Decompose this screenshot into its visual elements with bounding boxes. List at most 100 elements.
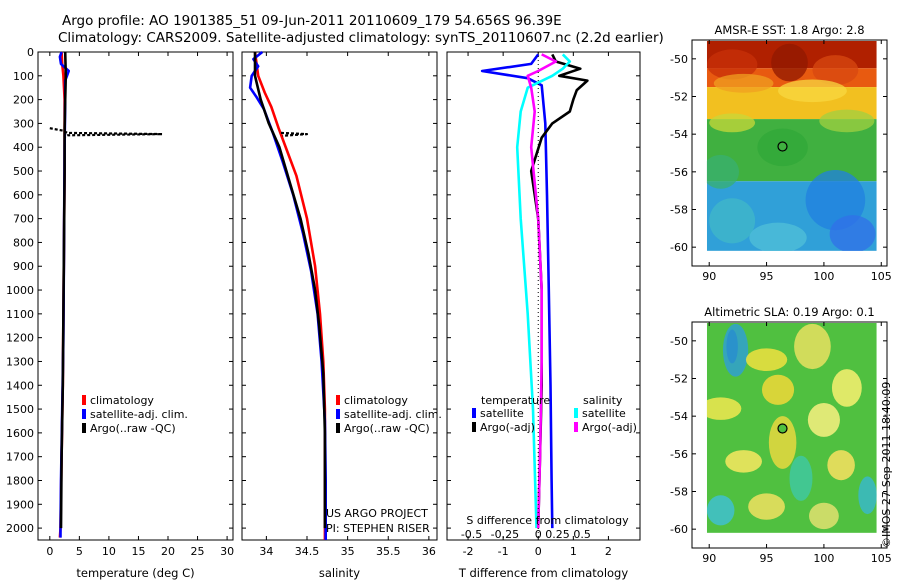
y-tick-label: -58 [670,204,688,217]
sla-texture [745,348,788,371]
y-tick-label: 500 [13,165,34,178]
sla-texture [722,323,749,377]
difference-plot-frame [446,51,641,541]
sla-texture [748,493,785,520]
y-tick-label: 900 [13,260,34,273]
sst-texture [778,79,847,103]
legend-swatch [574,422,578,432]
sla-texture [706,495,735,526]
x-tick-label: 90 [702,270,716,283]
legend-label: satellite-adj. clim. [344,408,442,421]
y-tick-label: 1700 [6,451,34,464]
legend-swatch [82,409,86,419]
x-tick-label: 36 [422,545,436,558]
s-tick-label: -0.25 [491,528,519,541]
timestamp-stamp: ©IMOS 27-Sep-2011 18:40:09 [880,382,893,548]
series-line-s-argo-adj- [526,53,558,529]
y-tick-label: 700 [13,213,34,226]
argo-position-marker [777,141,788,152]
legend-swatch [82,395,86,405]
y-tick-label: 0 [27,46,34,59]
legend-label: Argo(-adj) [480,421,535,434]
y-tick-label: -56 [670,166,688,179]
difference-x-axis-label: T difference from climatology [458,566,629,580]
series-line-t-satellite [480,53,554,529]
y-tick-label: 1100 [6,308,34,321]
sst-map-title: AMSR-E SST: 1.8 Argo: 2.8 [714,23,864,37]
series-line-argo-raw-qc- [59,51,68,529]
s-tick-label: -0.5 [461,528,482,541]
y-tick-label: 100 [13,70,34,83]
y-tick-label: -54 [670,128,688,141]
x-tick-label: 10 [102,545,116,558]
sla-texture [809,502,839,530]
x-tick-label: 15 [131,545,145,558]
salinity-panel: 34 34.5 35 35.5 36 salinity climatologysatelli… [241,50,442,580]
series-line-argo-raw-qc- [253,52,327,529]
sst-texture [709,113,756,133]
x-tick-label: 90 [702,552,716,565]
x-tick-label: 100 [813,270,834,283]
y-tick-label: 1000 [6,284,34,297]
y-tick-label: -54 [670,410,688,423]
y-tick-label: 1500 [6,403,34,416]
sst-texture [749,222,807,251]
y-tick-label: -56 [670,448,688,461]
s-difference-axis-label: S difference from climatology [466,514,629,527]
y-tick-label: 1400 [6,379,34,392]
sst-texture [709,198,756,244]
x-tick-label: 95 [760,270,774,283]
sla-texture [725,450,762,473]
sla-texture [794,323,831,370]
sst-texture [805,169,866,231]
sla-texture [761,374,795,405]
legend-label: climatology [344,394,408,407]
x-tick-label: 25 [191,545,205,558]
legend-label: Argo(..raw -QC) [90,422,176,435]
difference-panel: -2 -1 0 1 2 T difference from climatology -0.5… [446,51,641,580]
sst-texture [706,154,740,189]
x-tick-label: 34 [259,545,273,558]
x-tick-label: 20 [161,545,175,558]
y-tick-label: 1300 [6,355,34,368]
x-tick-label: 105 [871,552,892,565]
legend-swatch [82,423,86,433]
x-tick-label: 0 [46,545,53,558]
legend-title-temperature: temperature [481,394,550,407]
legend-swatch [336,395,340,405]
y-tick-label: -60 [670,241,688,254]
sst-texture [829,215,876,251]
sla-texture [706,397,742,420]
legend-swatch [574,408,578,418]
series-line-argo-spikes [49,127,164,139]
series-line-s-satellite [515,53,572,529]
sla-texture [831,369,862,407]
sst-texture [771,43,808,82]
x-tick-label: 1 [570,545,577,558]
s-tick-label: 0 [535,528,542,541]
y-tick-label: -58 [670,486,688,499]
argo-position-marker [777,423,788,434]
sst-map-panel: AMSR-E SST: 1.8 Argo: 2.8 90 95 100 105 -50 -5… [670,23,892,283]
legend-swatch [336,409,340,419]
x-tick-label: 34.5 [295,545,320,558]
y-tick-label: 300 [13,117,34,130]
legend-title-salinity: salinity [583,394,623,407]
y-tick-label: 800 [13,236,34,249]
header-line-1: Argo profile: AO 1901385_51 09-Jun-2011 … [62,13,562,29]
x-tick-label: 5 [76,545,83,558]
header-line-2: Climatology: CARS2009. Satellite-adjuste… [58,30,664,46]
temperature-plot-frame [37,51,234,541]
legend-swatch [472,408,476,418]
legend-swatch [336,423,340,433]
y-tick-label: 1200 [6,332,34,345]
sla-map-panel: Altimetric SLA: 0.19 Argo: 0.1 90 95 100 105… [670,305,892,565]
legend-label: Argo(-adj) [582,421,637,434]
y-tick-label: -60 [670,523,688,536]
sla-map-title: Altimetric SLA: 0.19 Argo: 0.1 [704,305,874,319]
sla-texture [807,402,840,437]
y-tick-label: 1600 [6,427,34,440]
x-tick-label: 35.5 [376,545,401,558]
x-tick-label: 2 [605,545,612,558]
